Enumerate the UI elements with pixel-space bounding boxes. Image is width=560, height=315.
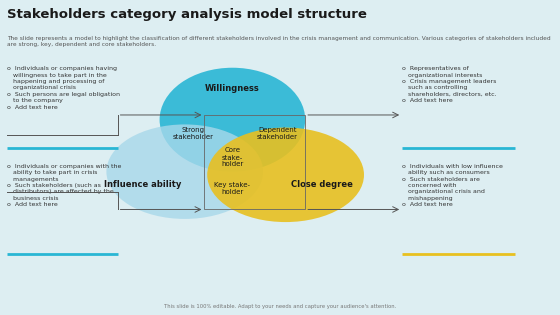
Text: Influence ability: Influence ability [104, 180, 181, 189]
Ellipse shape [160, 68, 305, 172]
Text: This slide is 100% editable. Adapt to your needs and capture your audience's att: This slide is 100% editable. Adapt to yo… [164, 304, 396, 309]
Text: Willingness: Willingness [205, 84, 260, 93]
Text: Dependent
stakeholder: Dependent stakeholder [256, 127, 298, 140]
Text: o  Individuals with low influence
   ability such as consumers
o  Such stakehold: o Individuals with low influence ability… [402, 164, 503, 207]
Text: Strong
stakeholder: Strong stakeholder [172, 127, 214, 140]
Ellipse shape [106, 124, 263, 219]
Text: Stakeholders category analysis model structure: Stakeholders category analysis model str… [7, 8, 367, 21]
Text: The slide represents a model to highlight the classification of different stakeh: The slide represents a model to highligh… [7, 36, 551, 48]
Text: o  Representatives of
   organizational interests
o  Crisis management leaders
 : o Representatives of organizational inte… [402, 66, 497, 103]
Text: Key stake-
holder: Key stake- holder [214, 182, 250, 196]
Text: Core
stake-
holder: Core stake- holder [221, 147, 244, 168]
Ellipse shape [207, 128, 364, 222]
Text: Close degree: Close degree [291, 180, 353, 189]
Text: o  Individuals or companies having
   willingness to take part in the
   happeni: o Individuals or companies having willin… [7, 66, 120, 110]
Text: o  Individuals or companies with the
   ability to take part in crisis
   manage: o Individuals or companies with the abil… [7, 164, 121, 207]
